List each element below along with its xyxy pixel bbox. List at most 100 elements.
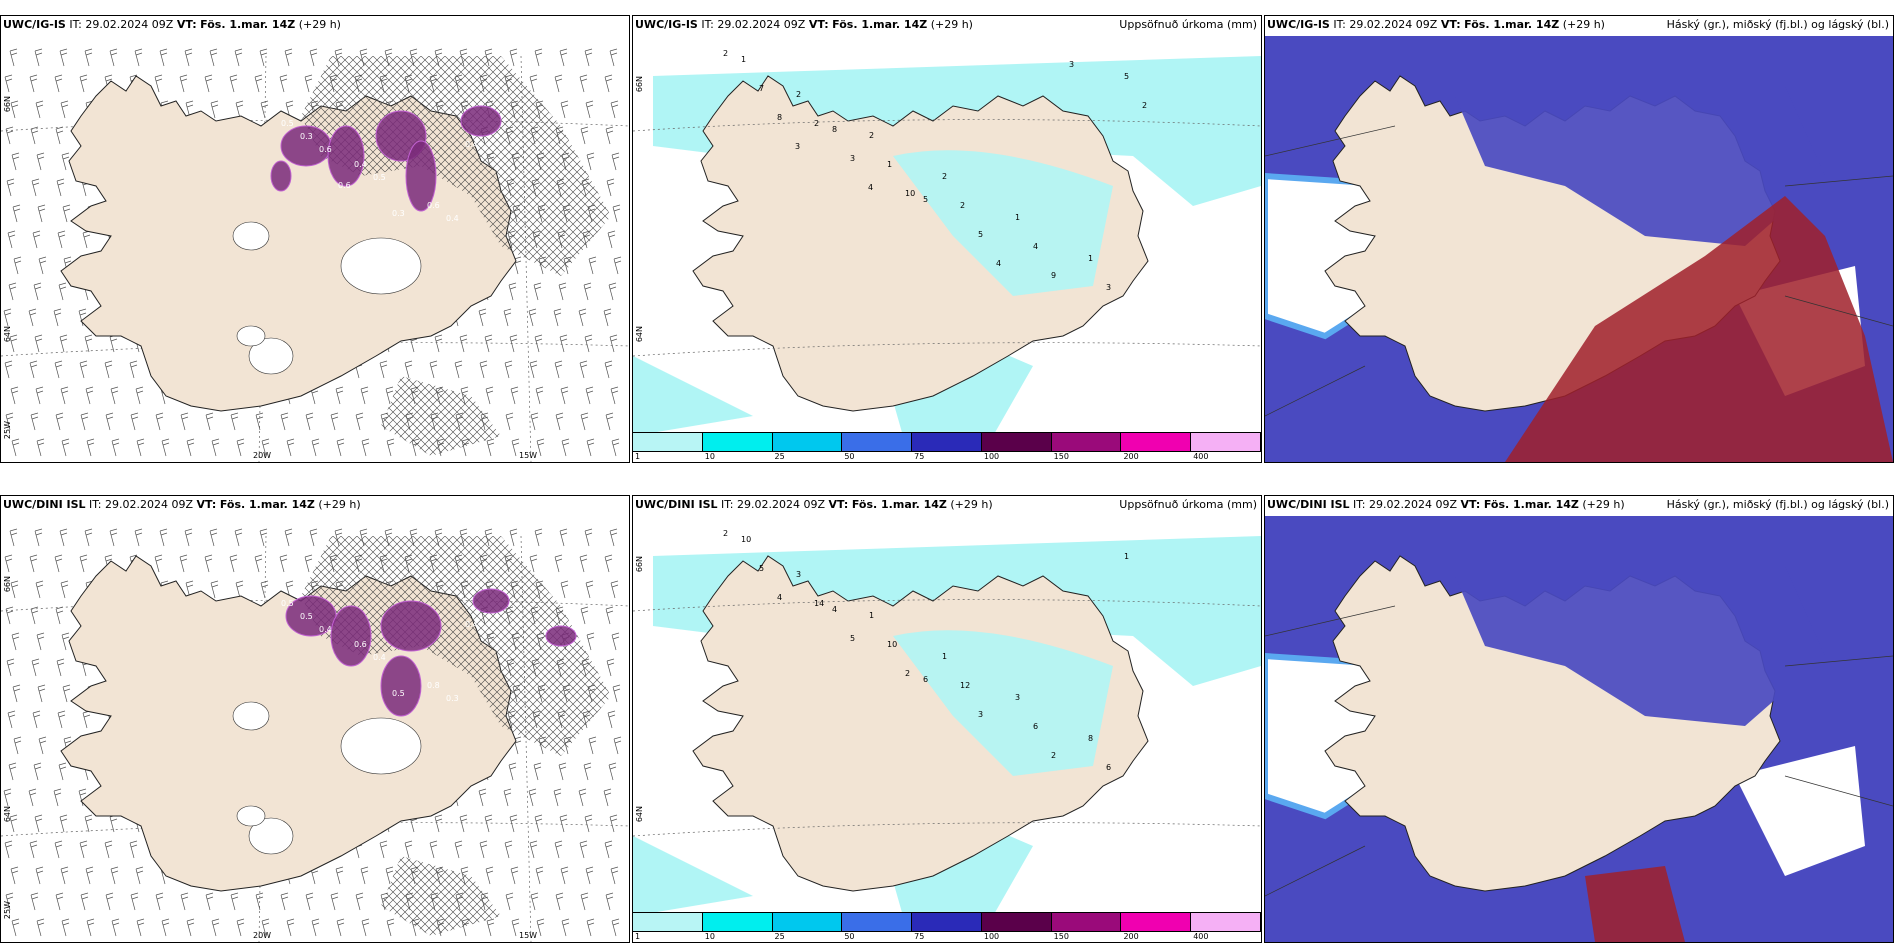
colorbar-tick: 100: [983, 932, 1000, 941]
colorbar-tick: 25: [774, 932, 785, 941]
snow-area: [405, 140, 437, 212]
precip-area: [633, 836, 753, 916]
precip-value-label: 1: [1088, 254, 1093, 263]
colorbar-segment: [1051, 913, 1122, 931]
colorbar-segment: [912, 433, 982, 451]
precip-value-label: 6: [1033, 722, 1038, 731]
snow-value-label: 0.3: [300, 132, 313, 141]
precip-value-label: 2: [723, 529, 728, 538]
precip-value-label: 1: [1124, 552, 1129, 561]
glacier-outline: [236, 325, 266, 347]
colorbar-segment: [1051, 433, 1122, 451]
precip-value-label: 1: [741, 55, 746, 64]
boundary-line: [1265, 605, 1893, 897]
colorbar-tick: 200: [1123, 932, 1139, 941]
precip-value-label: 10: [887, 640, 897, 649]
colorbar-segment: [772, 913, 843, 931]
colorbar-segment: [1121, 433, 1192, 451]
precip-value-label: 8: [777, 113, 782, 122]
panel-snow-dini: UWC/DINI ISL IT: 29.02.2024 09Z VT: Fös.…: [0, 495, 630, 943]
precip-value-label: 4: [832, 605, 837, 614]
colorbar-tick: 200: [1123, 452, 1139, 461]
snow-area: [460, 105, 502, 137]
precip-map: 2 3 1 1 3 8 10 14 10 12 6 6 5 4 2 3 2 1 4 5 6: [633, 516, 1261, 916]
lat-label: 64N: [3, 806, 12, 823]
lat-label: 66N: [635, 556, 644, 573]
colorbar-tick: 400: [1193, 932, 1209, 941]
precip-value-label: 8: [1088, 734, 1093, 743]
snow-value-label: 0.4: [465, 620, 478, 629]
precip-value-label: 7: [759, 84, 764, 93]
colorbar-tick: 75: [914, 932, 925, 941]
snow-value-label: 0.5: [300, 612, 313, 621]
panel-variable-label: Uppsöfnuð úrkoma (mm): [1119, 18, 1257, 31]
colorbar-tick: 25: [774, 452, 785, 461]
colorbar-tick: 10: [704, 932, 715, 941]
snow-value-label: 0.6: [338, 181, 351, 190]
snow-area: [270, 160, 292, 192]
precip-value-label: 2: [869, 131, 874, 140]
precip-value-label: 4: [996, 259, 1001, 268]
panel-snow-igis: UWC/IG-IS IT: 29.02.2024 09Z VT: Fös. 1.…: [0, 15, 630, 463]
lat-label: 66N: [3, 96, 12, 113]
colorbar: [633, 432, 1261, 452]
precip-value-label: 5: [923, 195, 928, 204]
colorbar-segment: [981, 433, 1052, 451]
precip-value-label: 12: [960, 681, 970, 690]
colorbar-segment: [702, 433, 773, 451]
colorbar: [633, 912, 1261, 932]
colorbar-tick: 150: [1053, 932, 1069, 941]
precip-value-label: 2: [814, 119, 819, 128]
lat-label: 66N: [635, 76, 644, 93]
precip-area: [893, 630, 1113, 776]
lon-label: 15W: [519, 931, 538, 940]
precip-value-label: 1: [1015, 213, 1020, 222]
boundary-line: [1265, 125, 1893, 417]
iceland-land: [692, 75, 1149, 412]
cloud-map: [1265, 516, 1893, 942]
snow-value-label: 0.3: [392, 209, 405, 218]
snow-map: 0.5 0.6 0.8 0.5 0.4 0.3 0.4 0.5 0.4: [1, 516, 629, 942]
graticule-line: [633, 599, 1261, 612]
hatched-area: [301, 56, 611, 276]
snow-area: [327, 125, 365, 187]
lon-label: 20W: [253, 931, 272, 940]
colorbar-segment: [1191, 913, 1261, 931]
lat-label: 64N: [635, 326, 644, 343]
panel-header: UWC/IG-IS IT: 29.02.2024 09Z VT: Fös. 1.…: [1267, 18, 1605, 31]
precip-value-label: 5: [850, 634, 855, 643]
precip-value-label: 2: [1142, 101, 1147, 110]
glacier-outline: [232, 221, 270, 251]
precip-value-label: 10: [905, 189, 915, 198]
precip-value-label: 9: [1051, 271, 1056, 280]
snow-value-label: 0.5: [392, 689, 405, 698]
precip-value-label: 14: [814, 599, 824, 608]
graticule-line: [633, 119, 1261, 132]
colorbar-tick: 75: [914, 452, 925, 461]
panel-header: UWC/DINI ISL IT: 29.02.2024 09Z VT: Fös.…: [3, 498, 361, 511]
colorbar-labels: 1 10 25 50 75 100 150 200 400: [633, 932, 1261, 942]
precip-value-label: 3: [850, 154, 855, 163]
panel-header: UWC/DINI ISL IT: 29.02.2024 09Z VT: Fös.…: [635, 498, 993, 511]
panel-header: UWC/DINI ISL IT: 29.02.2024 09Z VT: Fös.…: [1267, 498, 1625, 511]
panel-precip-dini: UWC/DINI ISL IT: 29.02.2024 09Z VT: Fös.…: [632, 495, 1262, 943]
precip-value-label: 2: [723, 49, 728, 58]
precip-value-label: 3: [1106, 283, 1111, 292]
snow-value-label: 0.6: [427, 201, 440, 210]
colorbar-tick: 50: [844, 932, 855, 941]
panel-header: UWC/IG-IS IT: 29.02.2024 09Z VT: Fös. 1.…: [635, 18, 973, 31]
precip-map: 2 2 2 2 1 1 1 2 1 2 4 3 7 8 10 5 9 5 8 3 5 4 3 2 3 4: [633, 36, 1261, 436]
panel-variable-label: Háský (gr.), miðský (fj.bl.) og lágský (…: [1666, 498, 1889, 511]
colorbar-segment: [772, 433, 843, 451]
hatched-area: [301, 536, 611, 756]
snow-value-label: 0.4: [373, 653, 386, 662]
cloud-map: [1265, 36, 1893, 462]
precip-value-label: 1: [887, 160, 892, 169]
colorbar-tick: 50: [844, 452, 855, 461]
lon-label: 25W: [3, 901, 12, 920]
lat-label: 64N: [3, 326, 12, 343]
precip-value-label: 4: [1033, 242, 1038, 251]
panel-precip-igis: UWC/IG-IS IT: 29.02.2024 09Z VT: Fös. 1.…: [632, 15, 1262, 463]
lat-label: 66N: [3, 576, 12, 593]
snow-value-label: 0.4: [319, 625, 332, 634]
